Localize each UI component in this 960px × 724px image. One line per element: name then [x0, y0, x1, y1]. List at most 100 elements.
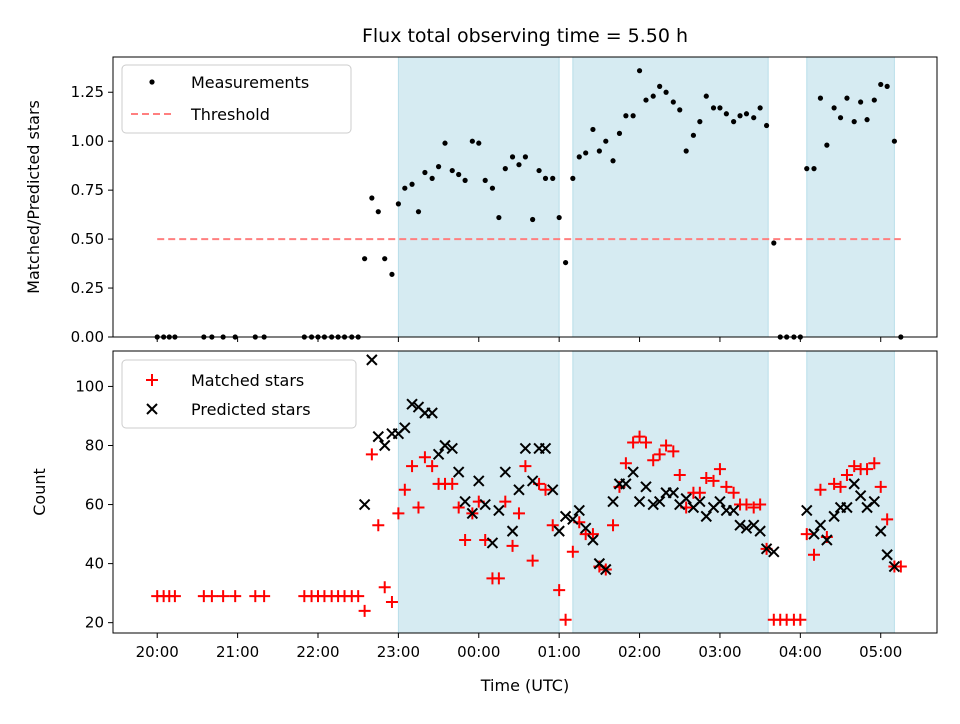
- measurement-point: [415, 209, 422, 215]
- top-shaded-interval-1: [572, 56, 769, 338]
- matched-star-point: [713, 463, 726, 476]
- measurement-point: [757, 105, 763, 111]
- measurement-point: [690, 132, 697, 138]
- matched-star-point: [720, 480, 733, 493]
- predicted-star-point: [821, 534, 833, 546]
- measurement-point: [643, 97, 649, 103]
- matched-star-point: [392, 507, 405, 520]
- measurement-point: [435, 164, 442, 170]
- predicted-star-point: [547, 484, 559, 496]
- predicted-star-point: [828, 510, 840, 523]
- legend-measurements-label: Measurements: [191, 73, 309, 92]
- measurement-point: [884, 83, 890, 89]
- measurement-point: [522, 154, 529, 160]
- measurement-point: [683, 148, 689, 154]
- matched-star-point: [647, 454, 660, 467]
- measurement-point: [891, 138, 897, 144]
- measurement-point: [630, 113, 636, 119]
- matched-star-point: [526, 554, 539, 567]
- predicted-star-point: [875, 525, 887, 537]
- matched-star-point: [861, 463, 874, 476]
- measurement-point: [596, 148, 602, 154]
- measurement-point: [831, 105, 837, 111]
- predicted-star-point: [539, 442, 552, 455]
- xtick-label: 01:00: [538, 643, 581, 661]
- measurement-point: [530, 216, 536, 223]
- matched-star-point: [426, 460, 439, 473]
- predicted-star-point: [600, 563, 612, 576]
- matched-star-point: [418, 451, 431, 464]
- predicted-star-point: [694, 495, 706, 508]
- predicted-star-point: [567, 513, 579, 526]
- predicted-star-point: [760, 543, 773, 555]
- matched-star-point: [653, 448, 666, 461]
- xtick-label: 23:00: [377, 643, 420, 661]
- matched-star-point: [800, 528, 813, 541]
- predicted-star-point: [647, 498, 659, 511]
- predicted-star-point: [814, 519, 827, 531]
- bottom-series-layer: [151, 354, 907, 626]
- top-chart-title: Flux total observing time = 5.50 h: [362, 25, 688, 47]
- bot-ytick-label: 80: [85, 436, 104, 454]
- matched-star-point: [378, 581, 391, 594]
- measurement-point: [878, 81, 884, 88]
- xtick-label: 22:00: [296, 643, 339, 661]
- predicted-star-point: [358, 498, 371, 511]
- measurement-point: [375, 209, 381, 215]
- predicted-star-point: [459, 495, 471, 508]
- matched-star-point: [385, 595, 398, 608]
- predicted-star-point: [700, 510, 712, 523]
- predicted-star-point: [506, 525, 519, 537]
- predicted-star-point: [620, 478, 632, 490]
- xtick-label: 04:00: [779, 643, 822, 661]
- top-y-axis-label: Matched/Predicted stars: [24, 100, 43, 294]
- measurement-point: [476, 140, 482, 146]
- predicted-star-point: [426, 407, 438, 419]
- top-ytick-label: 0.75: [71, 181, 104, 199]
- measurement-point: [837, 115, 844, 121]
- top-y-ticks: 0.00 0.25 0.50 0.75 1.00 1.25: [71, 83, 113, 346]
- measurement-point: [402, 185, 408, 191]
- measurement-point: [550, 175, 556, 181]
- measurement-point: [469, 138, 475, 144]
- matched-star-point: [607, 519, 620, 532]
- predicted-star-point: [439, 439, 451, 452]
- matched-star-point: [229, 590, 242, 603]
- predicted-star-point: [888, 560, 901, 573]
- xtick-label: 03:00: [698, 643, 741, 661]
- top-ytick-label: 1.25: [71, 83, 104, 101]
- bot-ytick-label: 60: [85, 496, 104, 514]
- measurement-point: [737, 113, 743, 119]
- predicted-star-point: [653, 495, 666, 508]
- matched-star-point: [667, 445, 680, 458]
- matched-star-point: [874, 480, 887, 493]
- predicted-star-point: [754, 525, 766, 537]
- xtick-label: 02:00: [618, 643, 661, 661]
- predicted-star-point: [432, 448, 445, 461]
- measurement-point: [583, 150, 589, 156]
- predicted-star-point: [667, 487, 680, 499]
- predicted-star-point: [768, 546, 780, 558]
- matched-star-point: [754, 498, 767, 511]
- measurement-point: [429, 175, 435, 181]
- matched-star-point: [660, 439, 673, 452]
- matched-star-point: [707, 474, 720, 487]
- top-legend-box: [121, 64, 352, 134]
- measurement-point: [697, 119, 703, 125]
- measurement-point: [851, 119, 857, 125]
- matched-star-point: [740, 498, 753, 511]
- matched-star-point: [747, 501, 760, 514]
- predicted-star-point: [513, 484, 525, 496]
- predicted-star-point: [801, 504, 813, 517]
- predicted-star-point: [727, 504, 740, 517]
- measurement-point: [663, 89, 669, 95]
- matched-star-point: [794, 613, 807, 626]
- predicted-star-point: [466, 507, 479, 520]
- legend-matched-label: Matched stars: [191, 371, 304, 390]
- predicted-star-point: [526, 475, 539, 487]
- matched-star-point: [700, 471, 713, 484]
- predicted-star-point: [366, 354, 378, 366]
- matched-star-point: [586, 528, 599, 541]
- top-ytick-label: 0.50: [71, 230, 104, 248]
- matched-star-point: [519, 460, 532, 473]
